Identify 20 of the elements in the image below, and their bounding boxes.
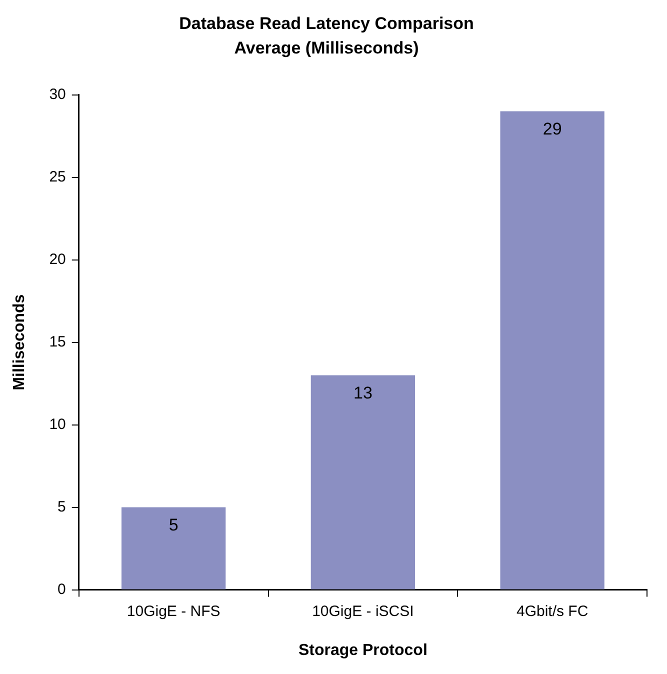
bar bbox=[500, 111, 604, 590]
bar bbox=[310, 375, 416, 590]
chart-subtitle: Average (Milliseconds) bbox=[234, 38, 419, 58]
y-tick-label: 20 bbox=[49, 250, 66, 268]
bar bbox=[121, 507, 226, 590]
y-tick-label: 30 bbox=[49, 86, 66, 103]
data-label: 29 bbox=[542, 119, 562, 138]
x-axis-title: Storage Protocol bbox=[298, 642, 428, 659]
x-tick-label: 10GigE - NFS bbox=[126, 602, 220, 620]
y-tick-label: 0 bbox=[58, 580, 66, 598]
y-tick-label: 5 bbox=[58, 498, 66, 516]
data-label: 5 bbox=[168, 515, 178, 534]
y-tick-label: 25 bbox=[49, 168, 66, 186]
y-tick-label: 15 bbox=[49, 333, 66, 350]
x-tick-label: 4Gbit/s FC bbox=[516, 602, 588, 620]
y-axis-title: Milliseconds bbox=[11, 294, 28, 390]
chart-title: Database Read Latency Comparison bbox=[179, 14, 474, 33]
data-label: 13 bbox=[353, 383, 372, 402]
x-tick-label: 10GigE - iSCSI bbox=[312, 602, 414, 620]
y-tick-label: 10 bbox=[49, 416, 66, 433]
